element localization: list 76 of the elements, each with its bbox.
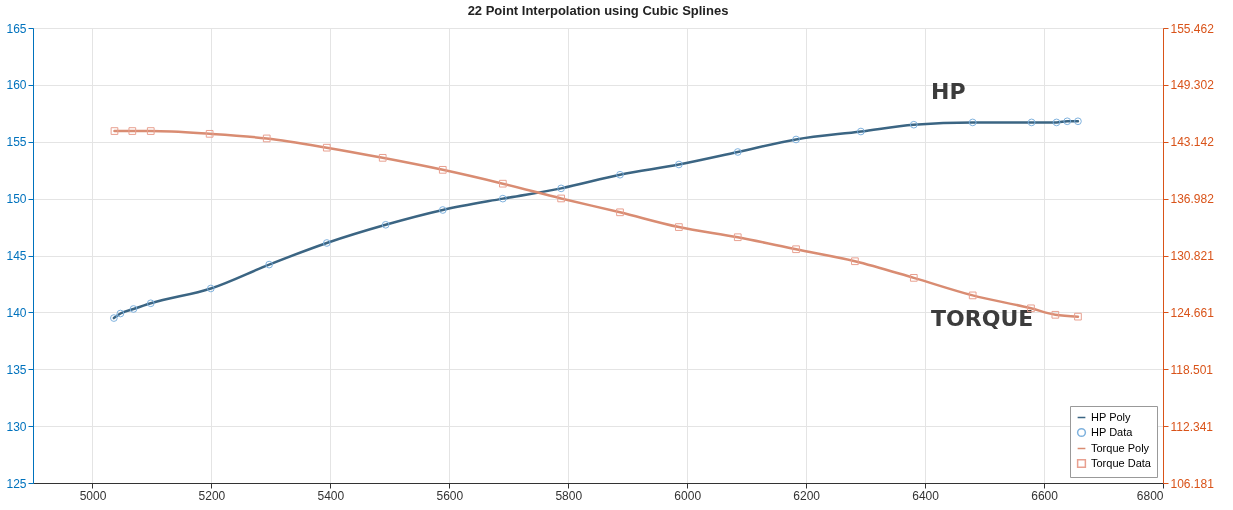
- point: [438, 206, 447, 214]
- point: [675, 223, 683, 231]
- y2-tick-label: 143.142: [1170, 135, 1215, 150]
- y-tick-label: 130: [6, 419, 27, 434]
- point: [968, 118, 977, 127]
- x-tick-label: 6400: [912, 488, 940, 503]
- y2-tick-label: 149.302: [1170, 78, 1215, 93]
- x-tick-label: 6600: [1031, 488, 1059, 503]
- y-tick-label: 160: [6, 78, 27, 93]
- y2-tick-label: 155.462: [1170, 21, 1215, 36]
- point: [378, 153, 387, 162]
- point: [675, 160, 683, 169]
- chart-title: 22 Point Interpolation using Cubic Splines: [467, 3, 729, 18]
- point: [206, 284, 215, 293]
- point: [128, 127, 137, 135]
- point: [792, 135, 800, 144]
- point: [146, 127, 155, 135]
- point: [262, 134, 271, 143]
- annotation: HP: [931, 78, 966, 104]
- point: [616, 208, 624, 217]
- y-tick-label: 155: [6, 135, 27, 150]
- point: [968, 291, 977, 300]
- point: [498, 179, 507, 188]
- point: [1051, 310, 1060, 319]
- point: [322, 239, 331, 247]
- point: [1052, 118, 1061, 127]
- y2-tick-label: 124.661: [1170, 305, 1215, 320]
- point: [146, 299, 155, 308]
- y-tick-label: 140: [6, 305, 27, 320]
- point: [851, 257, 859, 266]
- x-tick-label: 5600: [436, 488, 464, 503]
- y-tick-label: 125: [6, 476, 27, 491]
- point: [1074, 312, 1082, 321]
- point: [857, 127, 865, 136]
- point: [265, 260, 273, 269]
- point: [733, 233, 742, 242]
- point: [909, 120, 918, 129]
- point: [616, 170, 624, 179]
- point: [381, 220, 390, 229]
- annotation: TORQUE: [931, 306, 1034, 332]
- x-tick-label: 5400: [317, 488, 345, 503]
- point: [322, 143, 331, 152]
- legend-label: HP Poly: [1091, 410, 1132, 423]
- y-tick-label: 145: [6, 249, 27, 263]
- point: [557, 184, 565, 193]
- legend-label: HP Data: [1091, 425, 1134, 438]
- y2-tick-label: 106.181: [1170, 476, 1215, 491]
- y-tick-label: 165: [6, 21, 27, 36]
- point: [110, 314, 118, 322]
- point: [1074, 117, 1082, 126]
- legend-label: Torque Poly: [1091, 441, 1150, 454]
- y-tick-label: 150: [6, 192, 27, 207]
- x-tick-label: 5000: [79, 488, 107, 503]
- point: [498, 194, 507, 203]
- x-tick-label: 6200: [793, 488, 821, 503]
- point: [557, 194, 565, 203]
- point: [110, 127, 119, 135]
- x-tick-label: 5200: [198, 488, 226, 503]
- x-tick-label: 6000: [674, 488, 702, 503]
- point: [1063, 117, 1072, 126]
- point: [733, 148, 742, 156]
- point: [116, 309, 125, 318]
- point: [909, 274, 918, 282]
- x-tick-label: 6800: [1136, 488, 1164, 503]
- point: [438, 165, 447, 174]
- y2-tick-label: 112.341: [1170, 419, 1214, 434]
- point: [129, 305, 138, 313]
- y2-tick-label: 136.982: [1170, 192, 1215, 207]
- point: [792, 245, 800, 254]
- point: [205, 129, 214, 138]
- y2-tick-label: 118.501: [1170, 362, 1214, 377]
- y-tick-label: 135: [6, 362, 27, 377]
- legend-label: Torque Data: [1091, 456, 1152, 469]
- x-tick-label: 5800: [555, 488, 583, 503]
- point: [1027, 118, 1036, 127]
- y2-tick-label: 130.821: [1170, 249, 1215, 263]
